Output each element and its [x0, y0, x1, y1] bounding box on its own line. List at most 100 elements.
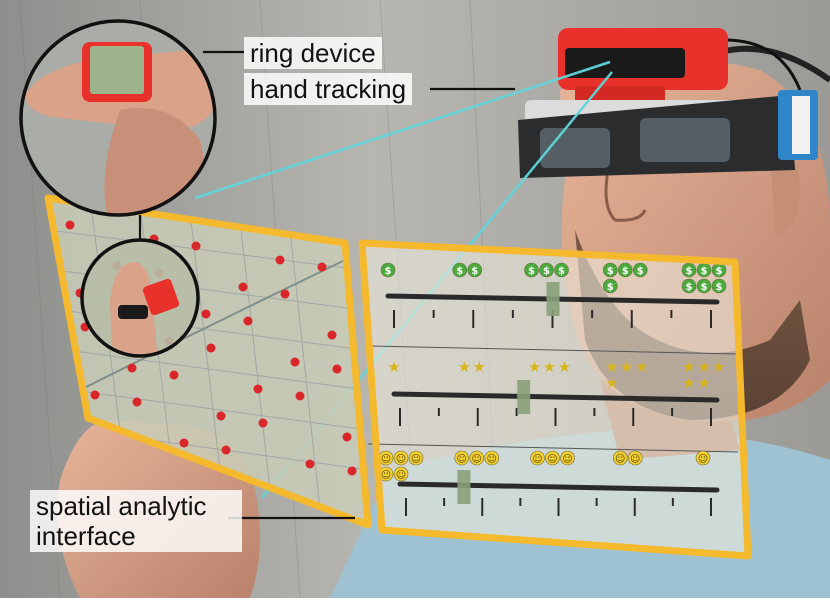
- slider-handle[interactable]: [546, 282, 560, 316]
- dollar-coin-icon: $: [602, 278, 618, 294]
- smiley-icon: ☺: [393, 466, 409, 482]
- star-icon: ★: [712, 358, 725, 376]
- dollar-coin-icon: $: [467, 262, 483, 278]
- svg-text:☺: ☺: [698, 454, 708, 465]
- svg-text:★: ★: [635, 358, 648, 376]
- dollar-coin-icon: $: [602, 262, 618, 278]
- svg-text:★: ★: [620, 358, 633, 376]
- svg-text:★: ★: [543, 358, 556, 376]
- svg-text:★: ★: [605, 358, 618, 376]
- dollar-coin-icon: $: [711, 278, 727, 294]
- svg-text:★: ★: [605, 374, 618, 392]
- svg-text:☺: ☺: [615, 454, 625, 465]
- slider-handle[interactable]: [457, 470, 471, 504]
- spatial-interface-label: spatial analytic interface: [30, 490, 242, 552]
- smiley-icon: ☺: [627, 450, 643, 466]
- svg-text:★: ★: [558, 358, 571, 376]
- svg-text:☺: ☺: [487, 454, 497, 465]
- map-dot: [258, 418, 268, 428]
- row-separator: [367, 443, 739, 453]
- smiley-icon: ☺: [408, 450, 424, 466]
- dollar-coin-icon: $: [452, 262, 468, 278]
- star-icon: ★: [682, 358, 695, 376]
- svg-text:★: ★: [682, 358, 695, 376]
- sensor-lens: [565, 48, 685, 78]
- slider-track[interactable]: [397, 481, 720, 493]
- svg-text:$: $: [385, 266, 392, 277]
- smiley-icon: ☺: [378, 450, 394, 466]
- person-ear: [770, 150, 800, 235]
- svg-text:$: $: [543, 266, 550, 277]
- smiley-icon: ☺: [393, 450, 409, 466]
- svg-text:$: $: [456, 266, 463, 277]
- star-icon: ★: [620, 358, 633, 376]
- svg-text:★: ★: [387, 358, 400, 376]
- svg-text:$: $: [701, 266, 708, 277]
- svg-text:★: ★: [712, 358, 725, 376]
- ring-device-inset: [19, 19, 217, 217]
- smiley-icon: ☺: [695, 450, 711, 466]
- svg-text:★: ★: [458, 358, 471, 376]
- star-icon: ★: [682, 374, 695, 392]
- star-icon: ★: [473, 358, 486, 376]
- smiley-icon: ☺: [484, 450, 500, 466]
- svg-text:☺: ☺: [457, 454, 467, 465]
- svg-text:$: $: [607, 282, 614, 293]
- slider-handle[interactable]: [517, 380, 531, 414]
- inset-circle-outline: [19, 19, 217, 217]
- svg-text:☺: ☺: [532, 454, 542, 465]
- headset-side-white: [792, 96, 810, 154]
- svg-text:☺: ☺: [547, 454, 557, 465]
- map-dot: [65, 220, 75, 230]
- smiley-icon: ☺: [469, 450, 485, 466]
- svg-text:$: $: [607, 266, 614, 277]
- ring-band-small: [118, 305, 148, 319]
- svg-text:$: $: [686, 282, 693, 293]
- star-icon: ★: [605, 358, 618, 376]
- map-dot: [127, 363, 137, 373]
- star-icon: ★: [605, 374, 618, 392]
- dollar-coin-icon: $: [617, 262, 633, 278]
- map-dot: [201, 309, 211, 319]
- svg-text:★: ★: [528, 358, 541, 376]
- dollar-coin-icon: $: [696, 262, 712, 278]
- slider-row-dollar: $ $ $ $ $ $ $ $ $ $ $ $ $ $ $ $: [367, 262, 739, 355]
- smiley-icon: ☺: [545, 450, 560, 466]
- dollar-coin-icon: $: [696, 278, 712, 294]
- svg-text:$: $: [558, 266, 565, 277]
- map-dot: [132, 397, 142, 407]
- ring-device-sensor: [90, 46, 144, 94]
- callout-lines: [138, 50, 515, 520]
- svg-text:☺: ☺: [396, 454, 406, 465]
- slider-rows: $ $ $ $ $ $ $ $ $$$ $ $$ $ $★ ★ ★ ★ ★ ★ ★ ★ ★★★ ★ ★★ ★☺ ☺ ☺☺ ☺☺ ☺ ☺ ☺…: [367, 262, 739, 516]
- map-dot: [253, 384, 263, 394]
- map-dot: [179, 438, 189, 448]
- star-icon: ★: [387, 358, 400, 376]
- map-dot: [317, 262, 327, 272]
- smiley-icon: ☺: [454, 450, 470, 466]
- svg-text:☺: ☺: [562, 454, 572, 465]
- person-nose: [604, 159, 647, 222]
- star-icon: ★: [458, 358, 471, 376]
- svg-text:$: $: [716, 282, 723, 293]
- slider-panel-frame: [358, 239, 752, 560]
- svg-text:☺: ☺: [630, 454, 640, 465]
- map-dot: [275, 255, 285, 265]
- dollar-coin-icon: $: [711, 262, 727, 278]
- glasses-lens-right: [640, 118, 730, 162]
- map-dot: [206, 343, 216, 353]
- svg-text:☺: ☺: [381, 470, 391, 481]
- star-icon: ★: [697, 358, 710, 376]
- ring-device-label: ring device: [244, 37, 382, 69]
- slider-track[interactable]: [391, 391, 720, 403]
- svg-text:☺: ☺: [411, 454, 421, 465]
- svg-text:☺: ☺: [381, 454, 391, 465]
- svg-text:★: ★: [473, 358, 486, 376]
- svg-text:☺: ☺: [472, 454, 482, 465]
- map-dot: [216, 411, 226, 421]
- headset-cable: [724, 38, 802, 91]
- smiley-icon: ☺: [560, 450, 575, 466]
- map-dot: [221, 445, 231, 455]
- svg-text:★: ★: [697, 374, 710, 392]
